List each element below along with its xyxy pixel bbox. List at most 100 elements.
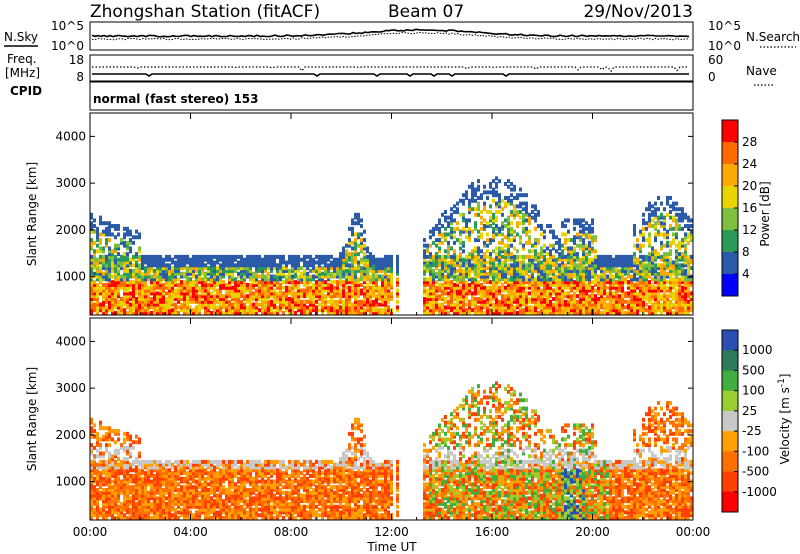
station-title: Zhongshan Station (fitACF) bbox=[90, 2, 320, 22]
power-cell bbox=[432, 299, 435, 304]
power-cell bbox=[441, 285, 444, 290]
power-cell bbox=[663, 308, 666, 313]
power-cell bbox=[333, 308, 336, 313]
power-cell bbox=[114, 268, 117, 273]
power-cell bbox=[471, 282, 474, 287]
power-cell bbox=[126, 296, 129, 301]
power-cell bbox=[333, 263, 336, 268]
power-cell bbox=[249, 294, 252, 299]
power-cell bbox=[549, 288, 552, 293]
power-cell bbox=[678, 240, 681, 245]
power-cell bbox=[120, 260, 123, 265]
power-cell bbox=[252, 282, 255, 287]
power-cell bbox=[588, 260, 591, 265]
power-cell bbox=[249, 302, 252, 307]
power-cell bbox=[588, 271, 591, 276]
velocity-cell bbox=[123, 459, 126, 464]
power-cell bbox=[153, 277, 156, 282]
velocity-cell bbox=[138, 451, 141, 456]
power-cell bbox=[663, 226, 666, 231]
power-cell bbox=[156, 285, 159, 290]
power-cell bbox=[102, 221, 105, 226]
velocity-cell bbox=[120, 443, 123, 448]
power-cell bbox=[684, 285, 687, 290]
power-cell bbox=[681, 238, 684, 243]
velocity-cell bbox=[96, 473, 99, 478]
power-cell bbox=[663, 305, 666, 310]
power-cell bbox=[642, 280, 645, 285]
power-cell bbox=[492, 285, 495, 290]
power-cell bbox=[471, 294, 474, 299]
power-cell bbox=[396, 257, 399, 262]
power-cell bbox=[273, 282, 276, 287]
colorbar-tick-label: 24 bbox=[742, 157, 757, 171]
power-cell bbox=[147, 285, 150, 290]
power-cell bbox=[321, 277, 324, 282]
power-cell bbox=[360, 240, 363, 245]
power-cell bbox=[339, 299, 342, 304]
power-cell bbox=[633, 291, 636, 296]
power-cell bbox=[294, 282, 297, 287]
power-cell bbox=[351, 305, 354, 310]
power-cell bbox=[519, 277, 522, 282]
power-cell bbox=[597, 291, 600, 296]
power-cell bbox=[624, 305, 627, 310]
velocity-cell bbox=[90, 429, 93, 434]
power-cell bbox=[150, 288, 153, 293]
power-cell bbox=[687, 308, 690, 313]
velocity-cell bbox=[159, 476, 162, 481]
power-cell bbox=[360, 302, 363, 307]
velocity-cell bbox=[144, 507, 147, 512]
power-cell bbox=[672, 207, 675, 212]
power-cell bbox=[441, 212, 444, 217]
velocity-cell bbox=[129, 487, 132, 492]
power-cell bbox=[105, 311, 108, 315]
power-cell bbox=[183, 274, 186, 279]
power-cell bbox=[687, 232, 690, 237]
power-cell bbox=[669, 271, 672, 276]
velocity-cell bbox=[138, 513, 141, 518]
power-cell bbox=[675, 218, 678, 223]
power-cell bbox=[249, 274, 252, 279]
power-cell bbox=[543, 257, 546, 262]
power-cell bbox=[510, 210, 513, 214]
power-cell bbox=[180, 294, 183, 299]
power-cell bbox=[120, 266, 123, 271]
power-cell bbox=[90, 311, 93, 315]
power-cell bbox=[531, 299, 534, 304]
power-cell bbox=[99, 308, 102, 313]
power-cell bbox=[147, 277, 150, 282]
power-cell bbox=[90, 257, 93, 262]
power-cell bbox=[249, 254, 252, 259]
power-cell bbox=[129, 249, 132, 254]
power-cell bbox=[96, 266, 99, 271]
power-cell bbox=[273, 305, 276, 310]
power-cell bbox=[366, 268, 369, 273]
power-cell bbox=[513, 238, 516, 243]
power-cell bbox=[495, 232, 498, 237]
velocity-cell bbox=[153, 501, 156, 506]
power-cell bbox=[126, 291, 129, 296]
power-cell bbox=[363, 260, 366, 265]
power-cell bbox=[510, 268, 513, 273]
velocity-cell bbox=[114, 482, 117, 487]
power-cell bbox=[645, 254, 648, 259]
power-cell bbox=[198, 302, 201, 307]
power-cell bbox=[138, 299, 141, 304]
power-cell bbox=[558, 268, 561, 273]
power-cell bbox=[177, 288, 180, 293]
velocity-cell bbox=[126, 471, 129, 476]
power-cell bbox=[117, 302, 120, 307]
power-cell bbox=[558, 277, 561, 282]
power-cell bbox=[429, 243, 432, 248]
power-cell bbox=[138, 305, 141, 310]
power-cell bbox=[120, 305, 123, 310]
velocity-cell bbox=[123, 431, 126, 436]
power-cell bbox=[225, 257, 228, 262]
power-cell bbox=[162, 308, 165, 313]
power-cell bbox=[519, 268, 522, 273]
power-cell bbox=[477, 288, 480, 293]
power-cell bbox=[594, 282, 597, 287]
power-cell bbox=[171, 268, 174, 273]
